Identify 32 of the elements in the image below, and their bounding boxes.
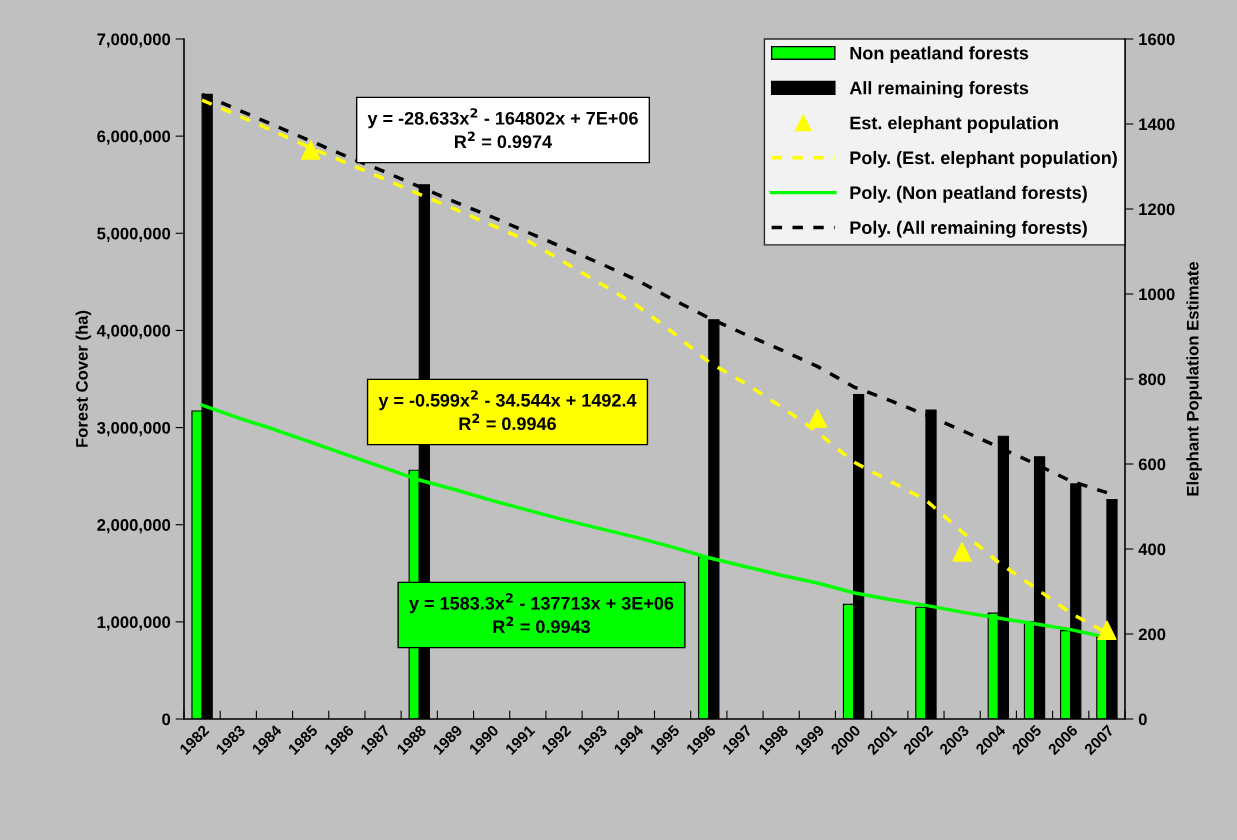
legend-label: All remaining forests [849, 81, 1029, 99]
annotation: y = -28.633x$^{2}$ - 164802x + 7E+06 R$^{2}$ = 0.9974 [367, 108, 638, 149]
y-tick-label: 4,000,000 [96, 324, 171, 340]
y2-tick-label: 1600 [1139, 33, 1175, 46]
y-tick-label: 6,000,000 [97, 130, 171, 145]
y2-tick-label: 800 [1138, 373, 1166, 386]
point [807, 408, 828, 428]
point [952, 542, 972, 562]
legend-label: Est. elephant population [850, 116, 1058, 133]
y-tick-label: 1,000,000 [97, 616, 171, 631]
y2-tick-label: 1400 [1139, 118, 1175, 131]
legend-label: Poly. (Est. elephant population) [850, 150, 1117, 168]
y2-tick-label: 0 [1138, 713, 1147, 726]
y2-tick-label: 200 [1138, 628, 1166, 641]
y-tick-label: 7,000,000 [97, 33, 171, 48]
y-axis-title: Forest Cover (ha) [75, 310, 92, 447]
point [1097, 620, 1117, 640]
y-tick-label: 5,000,000 [97, 227, 171, 242]
y-tick-label: 2,000,000 [97, 519, 171, 534]
legend-label: Non peatland forests [850, 46, 1029, 64]
annotation: y = -0.599x$^{2}$ - 34.544x + 1492.4 R$^{2}$ = 0.9946 [378, 390, 637, 431]
y2-axis-title: Elephant Population Estimate [1186, 261, 1202, 496]
point [300, 140, 321, 160]
y2-tick-label: 400 [1138, 543, 1166, 556]
y2-tick-label: 1000 [1139, 288, 1175, 301]
y2-tick-label: 1200 [1139, 203, 1175, 216]
legend-label: Poly. (All remaining forests) [850, 220, 1087, 238]
annotation: y = 1583.3x$^{2}$ - 137713x + 3E+06 R$^{2}$ = 0.9943 [409, 593, 674, 634]
legend-label: Poly. (Non peatland forests) [850, 185, 1087, 203]
y2-tick-label: 600 [1138, 458, 1166, 471]
y-tick-label: 0 [162, 713, 171, 726]
y-tick-label: 3,000,000 [97, 421, 171, 437]
